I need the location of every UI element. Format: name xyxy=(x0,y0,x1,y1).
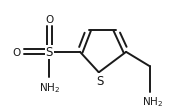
Text: S: S xyxy=(46,46,53,59)
Text: NH$_2$: NH$_2$ xyxy=(39,80,60,94)
Text: O: O xyxy=(45,15,53,25)
Text: S: S xyxy=(96,74,103,87)
Text: NH$_2$: NH$_2$ xyxy=(142,95,163,108)
Text: O: O xyxy=(12,47,20,57)
